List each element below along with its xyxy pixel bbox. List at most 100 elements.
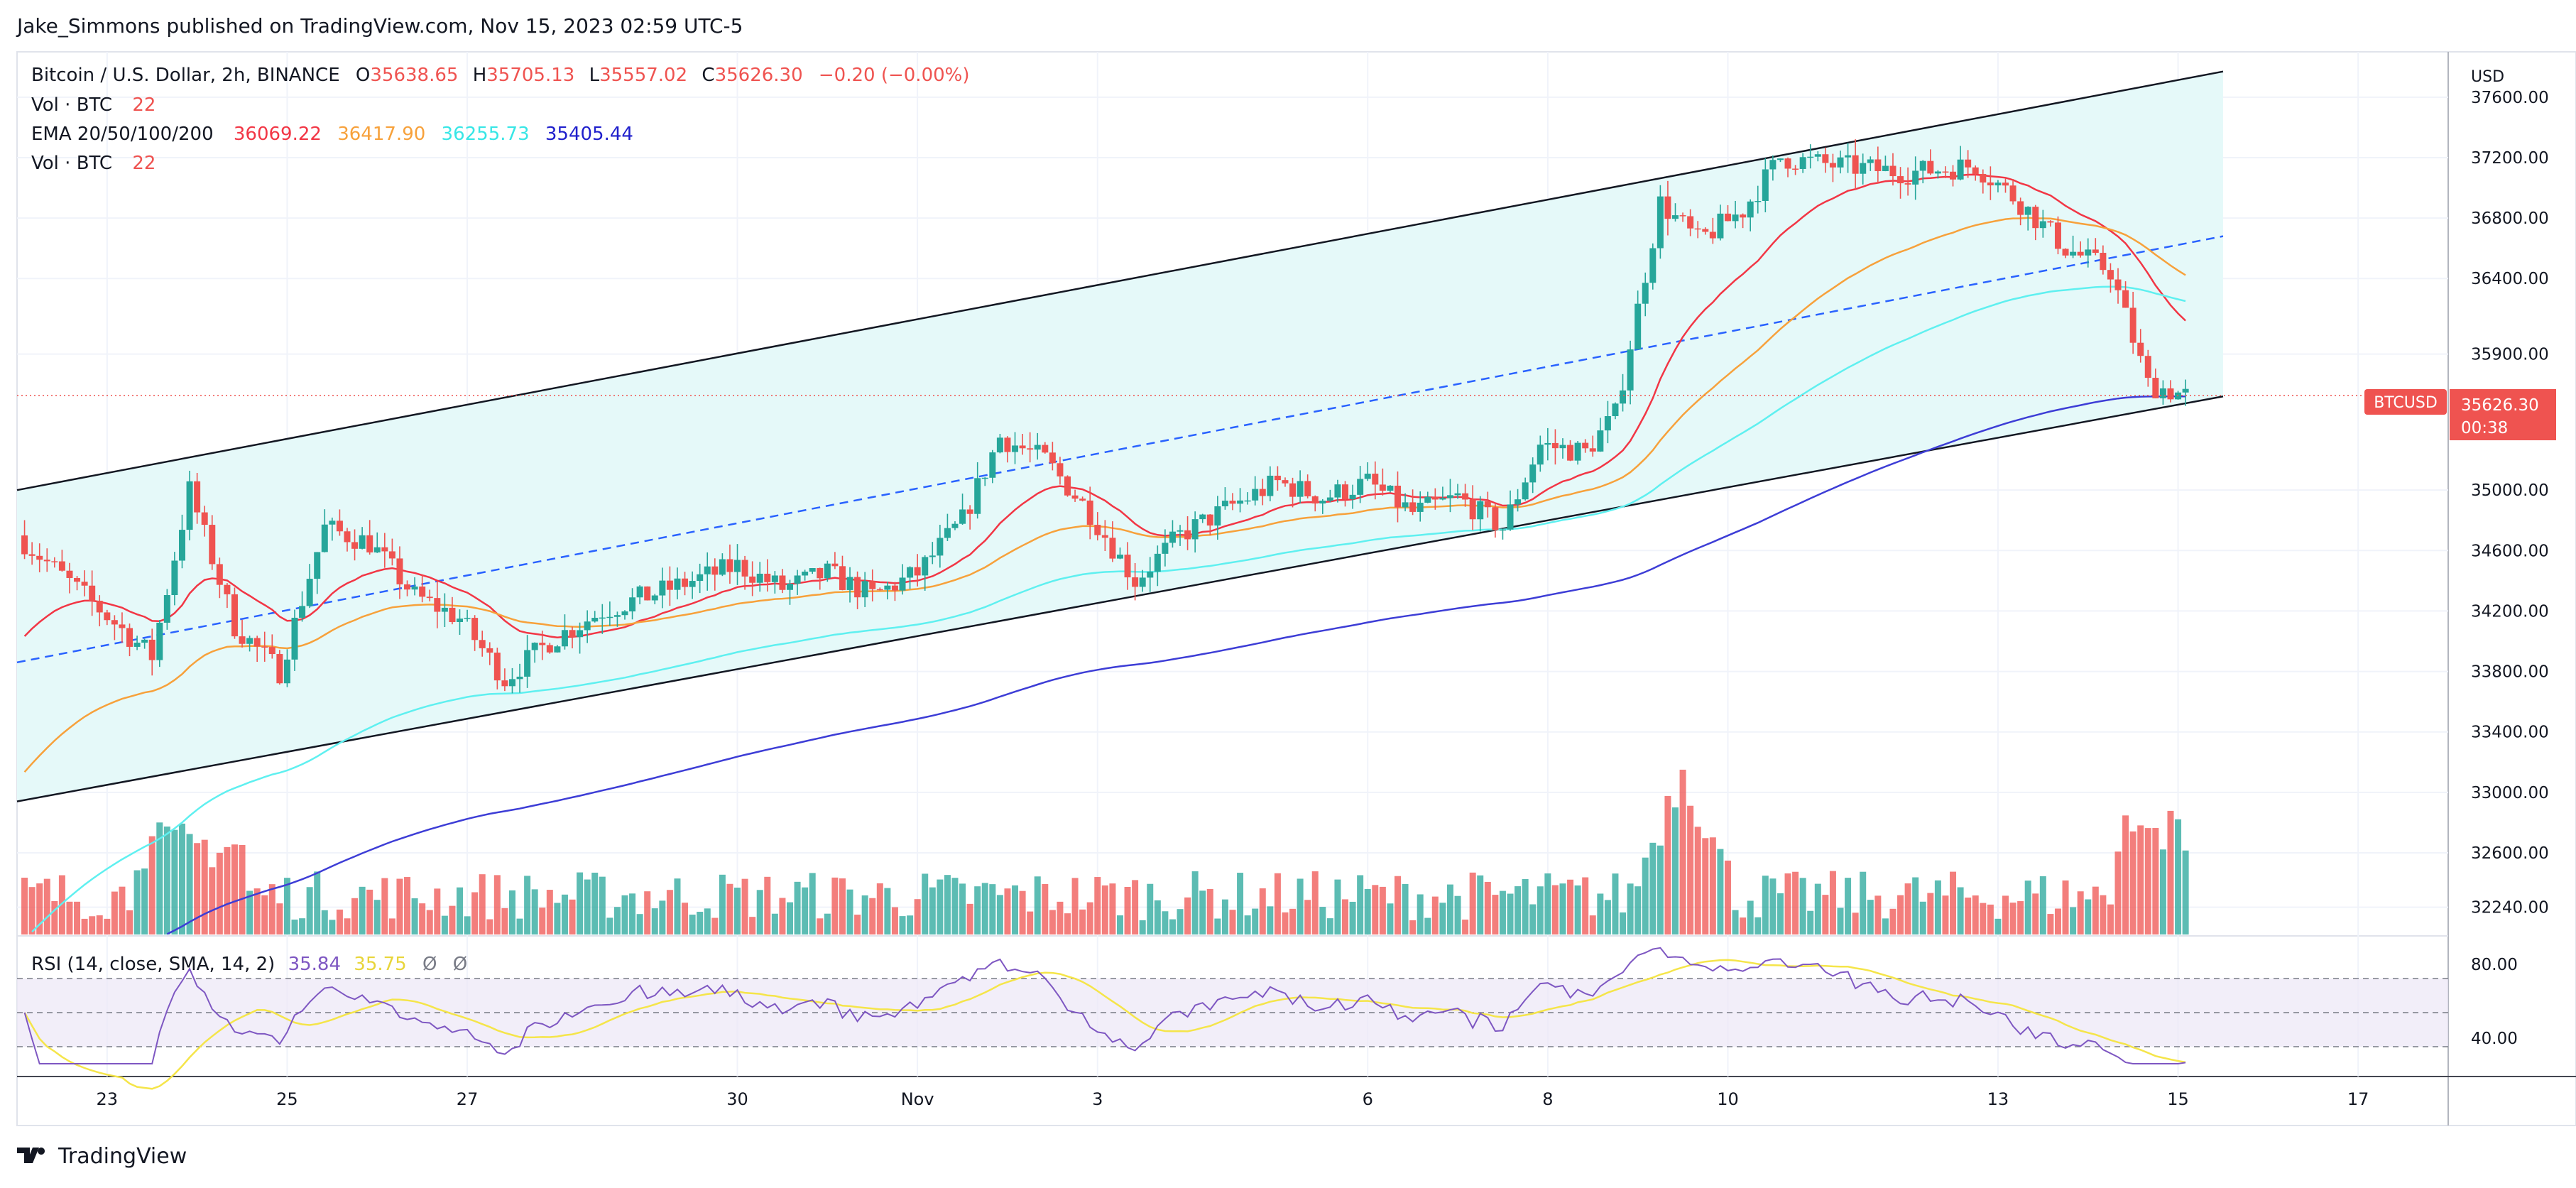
volume-bar (1649, 842, 1657, 934)
candle-body (2144, 356, 2151, 378)
candle-body (2152, 378, 2159, 398)
candle-body (1672, 215, 1679, 219)
volume-bar (1717, 849, 1724, 934)
candle-body (419, 586, 426, 597)
candle-body (261, 646, 268, 648)
candle-body (899, 577, 906, 591)
rsi-label: RSI (14, close, SMA, 14, 2) (31, 954, 275, 975)
volume-bar (1664, 795, 1671, 934)
candle-body (1446, 495, 1453, 498)
volume-bar (1544, 873, 1551, 934)
candle-body (1724, 213, 1731, 222)
candle-body (1057, 463, 1064, 476)
price-scale[interactable]: 37600.00 37200.00 36800.00 36400.00 35900.00… (2471, 89, 2549, 917)
volume-bar (839, 878, 846, 934)
svg-text:EMA 20/50/100/200 36069.: EMA 20/50/100/200 36069.22 36417.90 3625… (31, 124, 633, 145)
volume-bar (1169, 919, 1176, 934)
volume-bar (1267, 906, 1274, 934)
volume-bar (771, 913, 778, 934)
currency-label[interactable]: USD (2471, 68, 2504, 86)
volume-bar (1379, 886, 1386, 934)
candle-body (2085, 249, 2092, 256)
legend: Bitcoin / U.S. Dollar, 2h, BINANCE O3563… (31, 65, 970, 174)
candle-body (1912, 170, 1919, 185)
volume-bar (1086, 902, 1093, 934)
candle-body (493, 653, 501, 681)
volume-bar (1567, 879, 1574, 934)
volume-bar (1672, 807, 1679, 934)
candle-body (1529, 464, 1537, 483)
volume-bar (321, 910, 328, 934)
candle-body (2159, 388, 2166, 398)
volume-bar (1259, 888, 1266, 934)
volume-bar (1124, 886, 1131, 934)
svg-text:Bitcoin / U.S. Dollar, 2h, BIN: Bitcoin / U.S. Dollar, 2h, BINANCE O3563… (31, 65, 970, 86)
candle-body (1402, 502, 1409, 508)
candle-body (1649, 248, 1657, 283)
volume-bar (831, 877, 839, 934)
volume-bar (599, 876, 606, 934)
volume-bar (178, 823, 185, 934)
volume-bar (1334, 879, 1341, 934)
volume-bar (824, 913, 831, 934)
volume-bar (388, 918, 395, 934)
candle-body (1709, 231, 1716, 239)
candle-body (464, 618, 471, 619)
volume-bar (501, 908, 508, 934)
candle-body (1116, 555, 1123, 559)
candle-body (51, 561, 58, 562)
candle-body (2047, 221, 2054, 223)
volume-bar (299, 918, 306, 934)
volume-bar (51, 900, 58, 934)
candle-body (1387, 485, 1394, 491)
candle-body (644, 586, 651, 601)
time-axis[interactable]: 23 25 27 30 Nov 3 6 8 10 13 15 17 (97, 1089, 2369, 1109)
volume-bar (1064, 913, 1071, 934)
candle-body (2092, 249, 2099, 254)
candle-body (2054, 222, 2061, 249)
volume-bar (907, 915, 914, 934)
volume-bar (201, 839, 208, 934)
volume-bar (1446, 884, 1453, 934)
candle-body (824, 563, 831, 579)
rsi-legend: RSI (14, close, SMA, 14, 2) 35.84 35.75 … (31, 954, 467, 975)
volume-bar (2077, 891, 2084, 934)
candle-body (1597, 430, 1604, 452)
candle-body (104, 612, 111, 621)
candle-body (1807, 156, 1814, 158)
candle-body (2167, 388, 2174, 400)
volume-bar (1574, 885, 1581, 934)
symbol-title[interactable]: Bitcoin / U.S. Dollar, 2h, BINANCE (31, 65, 340, 86)
candle-body (1927, 160, 1934, 174)
volume-bar (726, 883, 733, 934)
candle-body (907, 567, 914, 578)
candle-body (1845, 155, 1852, 158)
candle-body (1582, 442, 1589, 449)
candle-body (1679, 215, 1686, 217)
volume-bar (996, 895, 1003, 934)
candle-body (929, 555, 936, 557)
volume-bar (1101, 885, 1108, 934)
candle-body (253, 638, 261, 647)
candle-body (2017, 201, 2024, 215)
candle-body (2137, 342, 2144, 356)
volume-bar (336, 909, 343, 934)
candle-body (486, 648, 493, 653)
time-axis-tick: 6 (1363, 1089, 1373, 1109)
volume-bar (756, 890, 763, 934)
volume-bar (1845, 878, 1852, 934)
volume-bar (1184, 897, 1191, 934)
candle-body (726, 559, 733, 572)
candle-body (1604, 416, 1611, 431)
volume-bar (577, 872, 584, 934)
volume-bar (1191, 871, 1199, 934)
candle-body (66, 570, 73, 578)
candle-body (2182, 388, 2189, 393)
volume-bar (1889, 908, 1896, 934)
volume-bar (1769, 878, 1777, 934)
volume-bar (951, 878, 959, 934)
bar-countdown: 00:38 (2461, 419, 2508, 437)
volume-bar (1522, 878, 1529, 934)
volume-bar (1515, 886, 1522, 934)
close-value: 35626.30 (715, 65, 803, 86)
